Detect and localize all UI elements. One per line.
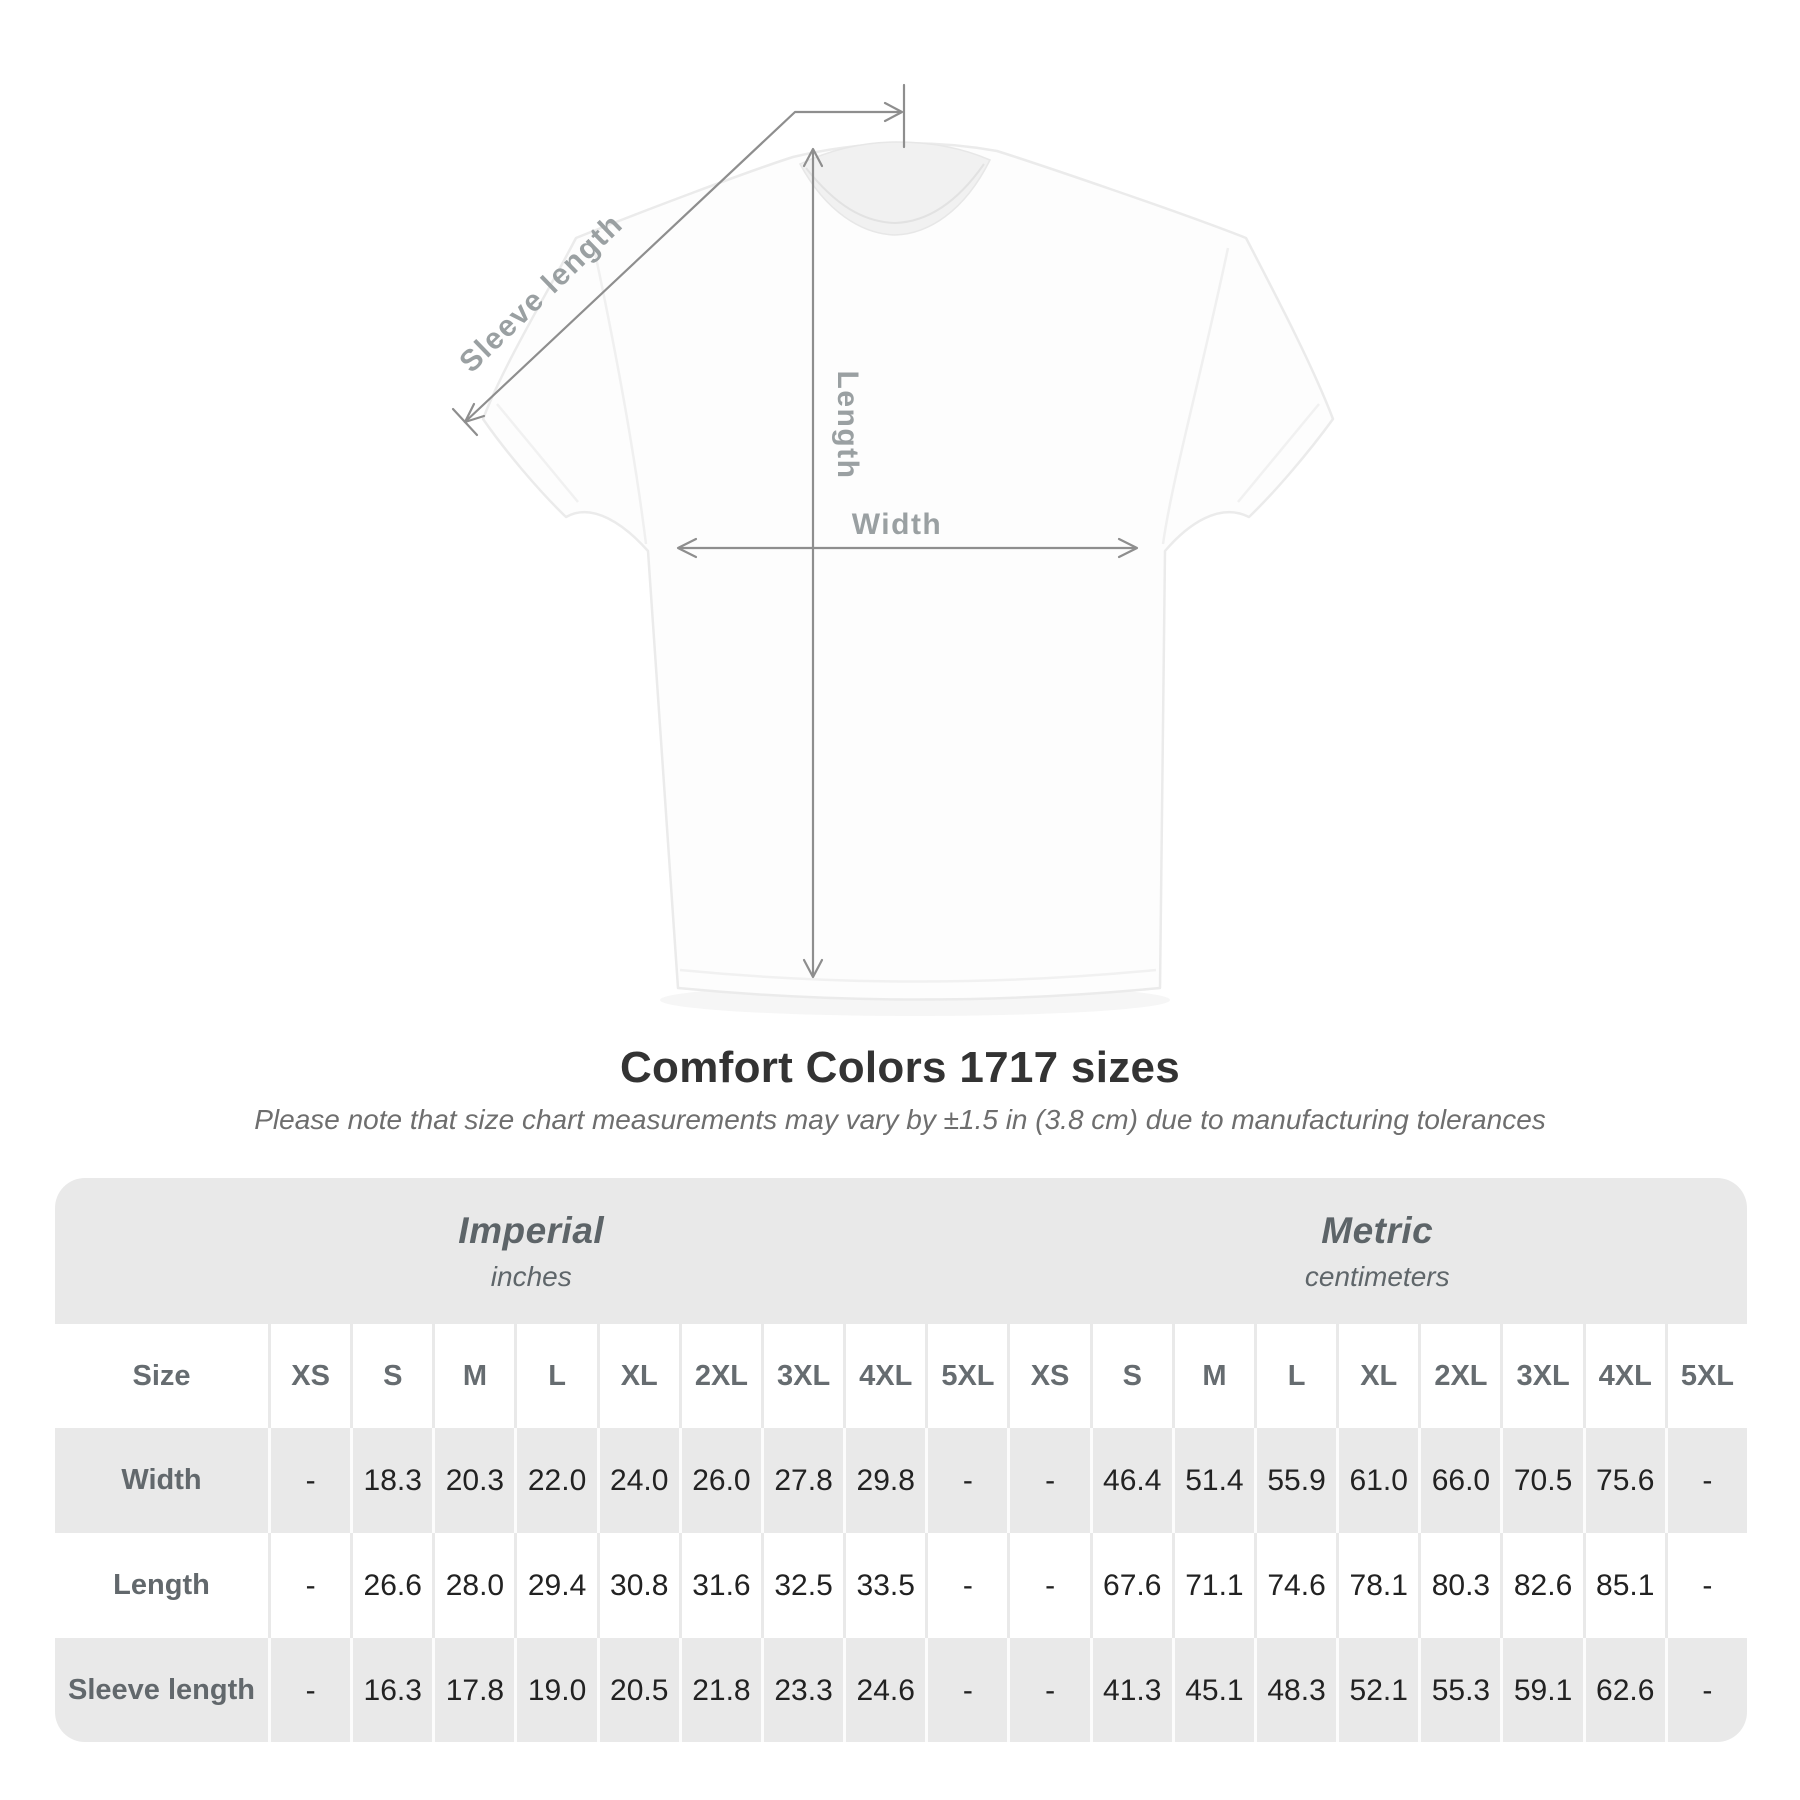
table-cell: - [1007,1638,1089,1742]
size-chart-table: Imperial inches Metric centimeters Size … [55,1178,1747,1742]
column-header: 2XL [1418,1324,1501,1428]
length-arrow [802,147,824,979]
table-cell: 46.4 [1089,1428,1172,1533]
table-cell: 82.6 [1500,1533,1583,1638]
table-cell: 52.1 [1336,1638,1418,1742]
table-cell: 41.3 [1089,1638,1172,1742]
table-cell: 26.6 [350,1533,433,1638]
column-header: 3XL [760,1324,844,1428]
table-cell: 26.0 [678,1428,761,1533]
column-header-size: Size [55,1324,268,1428]
column-header: XS [1007,1324,1090,1428]
column-header: S [350,1324,433,1428]
table-cell: 51.4 [1171,1428,1254,1533]
table-cell: 19.0 [514,1638,596,1742]
table-cell: - [268,1428,350,1533]
table-row-length: Length - 26.6 28.0 29.4 30.8 31.6 32.5 3… [55,1533,1747,1638]
table-cell: 80.3 [1418,1533,1501,1638]
table-cell: 74.6 [1253,1533,1337,1638]
table-cell: 75.6 [1582,1428,1665,1533]
table-cell: - [1664,1428,1747,1533]
table-cell: 66.0 [1418,1428,1500,1533]
row-label: Sleeve length [68,1674,255,1706]
table-cell: 22.0 [514,1428,596,1533]
metric-group-header: Metric centimeters [1008,1178,1748,1324]
table-cell: 17.8 [432,1638,514,1742]
column-header: XS [268,1324,351,1428]
imperial-label: Imperial [458,1209,605,1251]
table-cell: 59.1 [1500,1638,1582,1742]
metric-unit: centimeters [1304,1260,1450,1292]
sleeve-length-arrow [451,83,906,437]
table-cell: 24.0 [596,1428,679,1533]
table-cell: - [925,1638,1007,1742]
column-header: 4XL [843,1324,926,1428]
table-cell: 70.5 [1500,1428,1582,1533]
table-cell: - [1007,1428,1089,1533]
metric-label: Metric [1321,1209,1434,1251]
table-cell: 55.3 [1418,1638,1500,1742]
table-cell: 78.1 [1336,1533,1419,1638]
column-header: 4XL [1582,1324,1665,1428]
column-header: XL [596,1324,679,1428]
table-cell: 16.3 [350,1638,432,1742]
table-cell: 23.3 [760,1638,843,1742]
column-header: L [514,1324,597,1428]
imperial-group-header: Imperial inches [55,1178,1008,1324]
table-cell: 45.1 [1171,1638,1254,1742]
table-cell: 20.3 [432,1428,514,1533]
table-cell: - [268,1638,350,1742]
column-header: M [432,1324,515,1428]
row-label: Length [55,1533,268,1638]
column-header: XL [1336,1324,1419,1428]
table-cell: - [1007,1533,1090,1638]
imperial-unit: inches [490,1260,572,1292]
caption-block: Comfort Colors 1717 sizes Please note th… [0,1042,1800,1136]
column-header: 5XL [1664,1324,1747,1428]
table-cell: 32.5 [760,1533,844,1638]
column-header: 5XL [925,1324,1008,1428]
table-cell: 29.8 [843,1428,925,1533]
table-cell: 55.9 [1253,1428,1336,1533]
table-cell: 61.0 [1336,1428,1418,1533]
length-label: Length [831,371,864,480]
column-header: M [1171,1324,1254,1428]
table-cell: - [268,1533,351,1638]
table-cell: 31.6 [678,1533,761,1638]
column-header: 2XL [678,1324,761,1428]
unit-group-band: Imperial inches Metric centimeters [55,1178,1747,1324]
table-cell: 62.6 [1582,1638,1665,1742]
table-row-sleeve-length: Sleeve length - 16.3 17.8 19.0 20.5 21.8… [55,1638,1747,1742]
column-header: S [1089,1324,1172,1428]
table-cell: 48.3 [1253,1638,1336,1742]
table-cell: - [1664,1638,1747,1742]
table-cell: - [1664,1533,1747,1638]
table-cell: 33.5 [843,1533,926,1638]
table-cell: 85.1 [1582,1533,1665,1638]
table-cell: 20.5 [596,1638,679,1742]
table-cell: 21.8 [678,1638,761,1742]
column-header: L [1253,1324,1337,1428]
collar [798,141,992,236]
table-cell: 71.1 [1171,1533,1254,1638]
table-cell: - [925,1533,1008,1638]
table-cell: 67.6 [1089,1533,1172,1638]
table-cell: 30.8 [596,1533,679,1638]
table-cell: 27.8 [760,1428,843,1533]
page-title: Comfort Colors 1717 sizes [619,1043,1181,1092]
tshirt-illustration [481,141,1335,1001]
table-cell: 24.6 [843,1638,925,1742]
size-diagram: Sleeve length Length Width [451,83,1335,1001]
width-label: Width [852,508,943,541]
table-row-width: Width - 18.3 20.3 22.0 24.0 26.0 27.8 29… [55,1428,1747,1533]
table-cell: 29.4 [514,1533,597,1638]
tolerance-note: Please note that size chart measurements… [254,1104,1546,1135]
column-header: 3XL [1500,1324,1583,1428]
row-label: Width [121,1464,202,1496]
size-header-row: Size XS S M L XL 2XL 3XL 4XL 5XL XS S M … [55,1324,1747,1428]
table-cell: 18.3 [350,1428,432,1533]
table-cell: - [925,1428,1007,1533]
table-cell: 28.0 [432,1533,515,1638]
width-arrow [676,537,1139,559]
